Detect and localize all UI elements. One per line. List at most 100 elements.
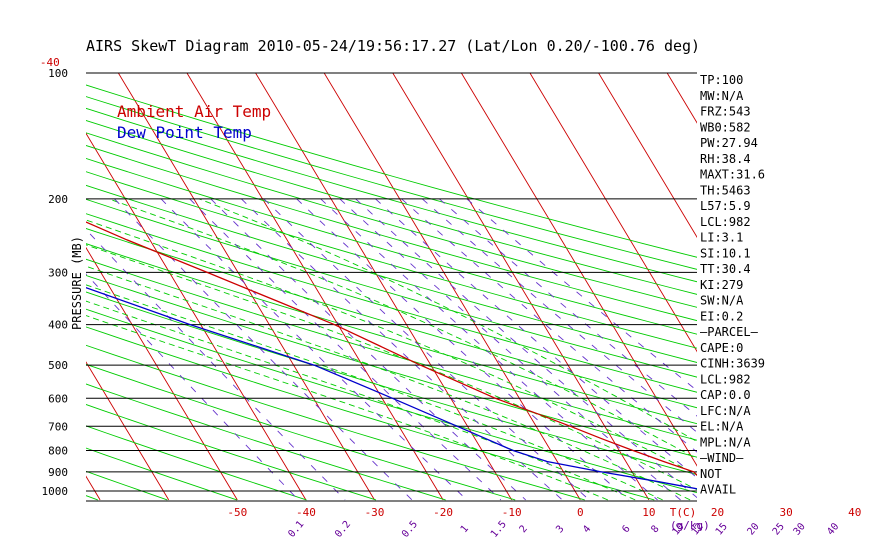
- index-entry: WB0:582: [700, 120, 751, 134]
- index-entry: LI:3.1: [700, 231, 743, 245]
- index-entry: RH:38.4: [700, 152, 751, 166]
- pressure-tick-label: 300: [48, 266, 68, 279]
- mixing-ratio-label: 20: [746, 521, 762, 537]
- dry-adiabat-line: [86, 326, 655, 501]
- index-entry: MPL:N/A: [700, 435, 751, 449]
- series-layer: [86, 221, 697, 490]
- index-entry: CINH:3639: [700, 357, 765, 371]
- mixing-ratio-labels: 0.1 0.2 0.5 1 1.5 2 3 4 6 8 10 12 15 20 25 30 40(g/kg): [286, 519, 841, 540]
- temperature-unit-label: T(C): [670, 506, 697, 519]
- dew-point-line: [86, 287, 697, 490]
- mixing-ratio-line: [375, 198, 697, 479]
- moist-adiabat-line: [86, 244, 697, 491]
- index-entry: TT:30.4: [700, 262, 751, 276]
- index-entry: NOT: [700, 467, 722, 481]
- top-temperature-tick-labels: -120-110-100-90-80-70-60-50-40: [40, 56, 60, 69]
- mixing-ratio-label: 40: [825, 521, 841, 537]
- mixing-ratio-line: [401, 198, 697, 453]
- mixing-ratio-line: [86, 273, 299, 501]
- legend-ambient: Ambient Air Temp: [117, 102, 271, 121]
- pressure-tick-labels: 100 200 300 400 500 600 700 800 900 1000: [42, 67, 69, 498]
- isotherm-line: [117, 73, 375, 501]
- isotherm-line: [598, 73, 697, 238]
- dry-adiabat-line: [86, 383, 446, 501]
- pressure-tick-label: 800: [48, 444, 68, 457]
- mixing-ratio-unit-label: (g/kg): [670, 519, 710, 532]
- dry-adiabat-line: [86, 120, 697, 295]
- index-entry: CAP:0.0: [700, 388, 751, 402]
- bottom-temperature-tick-label: -40: [296, 506, 316, 519]
- index-entry: EL:N/A: [700, 420, 744, 434]
- dry-adiabat-line: [0, 54, 28, 500]
- index-entry: –PARCEL–: [700, 325, 759, 339]
- isotherm-line: [793, 54, 870, 500]
- dry-adiabat-line: [86, 132, 697, 308]
- isotherm-line: [529, 73, 697, 353]
- mixing-ratio-line: [355, 198, 697, 499]
- mixing-ratio-label: 15: [714, 521, 730, 537]
- dry-adiabat-line: [86, 363, 516, 501]
- mixing-ratio-label: 1.5: [489, 519, 509, 540]
- pressure-tick-label: 100: [48, 67, 68, 80]
- isotherm-line: [323, 73, 581, 501]
- isotherm-line: [666, 73, 697, 124]
- index-entry: FRZ:543: [700, 105, 751, 119]
- mixing-ratio-line: [263, 198, 590, 501]
- mixing-ratio-line: [160, 198, 468, 501]
- dry-adiabat-line: [86, 198, 697, 378]
- index-entry: PW:27.94: [700, 136, 758, 150]
- moist-adiabat-line: [86, 300, 636, 501]
- bottom-temperature-tick-label: 30: [779, 506, 792, 519]
- index-entry: AVAIL: [700, 483, 736, 497]
- pressure-tick-label: 600: [48, 392, 68, 405]
- mixing-ratio-label: 0.2: [333, 519, 353, 540]
- dry-adiabat-line: [86, 107, 697, 283]
- moist-adiabat-line: [86, 284, 663, 501]
- index-entry: CAPE:0: [700, 341, 743, 355]
- mixing-ratio-line: [320, 198, 658, 501]
- isotherm-line: [186, 73, 444, 501]
- mixing-ratio-label: 25: [771, 521, 787, 537]
- bottom-temperature-tick-label: 20: [711, 506, 724, 519]
- index-entry: MW:N/A: [700, 89, 744, 103]
- dry-adiabat-line: [86, 84, 697, 258]
- pressure-tick-label: 400: [48, 319, 68, 332]
- dry-adiabat-line: [86, 157, 697, 335]
- index-entry: –WIND–: [700, 451, 744, 465]
- isotherm-line: [86, 246, 238, 501]
- isotherm-line: [255, 73, 513, 501]
- mixing-ratio-line: [189, 198, 502, 501]
- moist-adiabat-line: [198, 198, 697, 443]
- dry-adiabat-line: [86, 96, 697, 270]
- index-entry: LCL:982: [700, 215, 751, 229]
- index-entry: EI:0.2: [700, 309, 743, 323]
- dry-adiabat-line: [86, 274, 697, 458]
- mixing-ratio-label: 6: [620, 524, 632, 536]
- dry-adiabat-line: [86, 171, 697, 349]
- y-axis-label: PRESSURE (MB): [70, 236, 84, 330]
- dry-adiabat-line: [86, 344, 585, 501]
- index-entry: MAXT:31.6: [700, 168, 765, 182]
- dry-adiabat-line: [86, 404, 377, 501]
- mixing-ratio-line: [466, 198, 697, 392]
- pressure-tick-label: 1000: [42, 485, 69, 498]
- index-entry: LFC:N/A: [700, 404, 751, 418]
- mixing-ratio-label: 3: [554, 524, 566, 536]
- dry-adiabat-line: [86, 228, 697, 409]
- dry-adiabat-line: [86, 258, 697, 441]
- index-entry: TP:100: [700, 73, 743, 87]
- moist-adiabat-line: [86, 265, 691, 501]
- mixing-ratio-line: [210, 198, 527, 501]
- index-entry: KI:279: [700, 278, 743, 292]
- ambient-temp-line: [86, 221, 697, 477]
- mixing-ratio-line: [86, 228, 346, 501]
- index-entry: TH:5463: [700, 183, 751, 197]
- bottom-temperature-tick-label: 40: [848, 506, 861, 519]
- pressure-tick-label: 900: [48, 466, 68, 479]
- mixing-ratio-label: 4: [581, 524, 593, 536]
- grid-layer: [0, 54, 870, 501]
- mixing-ratio-line: [296, 198, 629, 501]
- bottom-temperature-tick-labels: -50 -40 -30 -20 -10 0 10 20 30 40 T(C): [227, 506, 861, 519]
